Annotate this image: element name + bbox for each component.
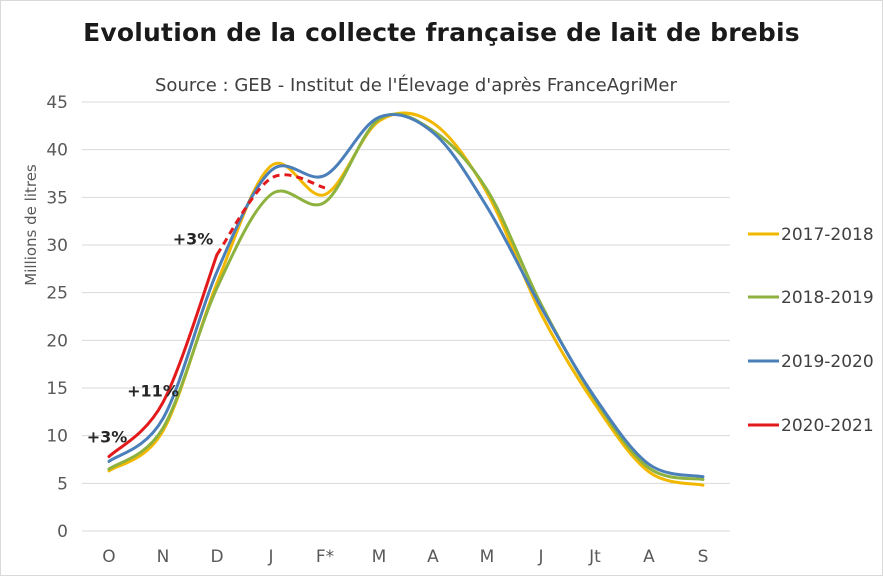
y-tick-label: 25 [46,284,68,304]
series-lines [107,111,705,487]
annotation-label: +3% [173,230,214,249]
annotation-label: +11% [127,381,179,400]
y-tick-label: 30 [46,236,68,256]
y-tick-label: 5 [57,474,68,494]
y-tick-label: 0 [57,522,68,542]
series-line-2020-2021 [107,253,219,459]
series-line-dashed-2020-2021 [215,173,326,256]
legend-label: 2017-2018 [781,225,874,245]
x-tick-label: Jt [588,547,601,567]
y-tick-label: 35 [46,188,68,208]
annotation-label: +3% [87,428,128,447]
annotations: +3% +11% +3% [87,230,214,447]
x-tick-label: F* [316,547,334,567]
legend-label: 2018-2019 [781,288,874,308]
x-tick-label: M [480,547,495,567]
y-tick-label: 40 [46,141,68,161]
chart-title: Evolution de la collecte française de la… [83,18,800,47]
legend-label: 2020-2021 [781,416,874,436]
x-tick-label: D [210,547,223,567]
y-axis-label: Millions de litres [22,164,40,286]
legend: 2017-2018 2018-2019 2019-2020 2020-2021 [748,225,874,436]
x-tick-label: A [427,547,439,567]
y-tick-label: 45 [46,93,68,113]
series-line-2019-2020 [107,113,705,479]
x-tick-label: S [698,547,709,567]
x-tick-label: A [643,547,655,567]
gridlines [82,101,730,532]
x-tick-label: J [537,547,543,567]
legend-label: 2019-2020 [781,352,874,372]
y-tick-labels: 0 5 10 15 20 25 30 35 40 45 [46,93,68,542]
y-tick-label: 15 [46,379,68,399]
x-tick-label: J [267,547,273,567]
y-tick-label: 10 [46,427,68,447]
x-tick-label: M [372,547,387,567]
y-tick-label: 20 [46,331,68,351]
x-tick-label: N [157,547,170,567]
chart-subtitle: Source : GEB - Institut de l'Élevage d'a… [155,75,677,96]
x-tick-labels: O N D J F* M A M J Jt A S [102,547,708,567]
x-tick-label: O [102,547,115,567]
